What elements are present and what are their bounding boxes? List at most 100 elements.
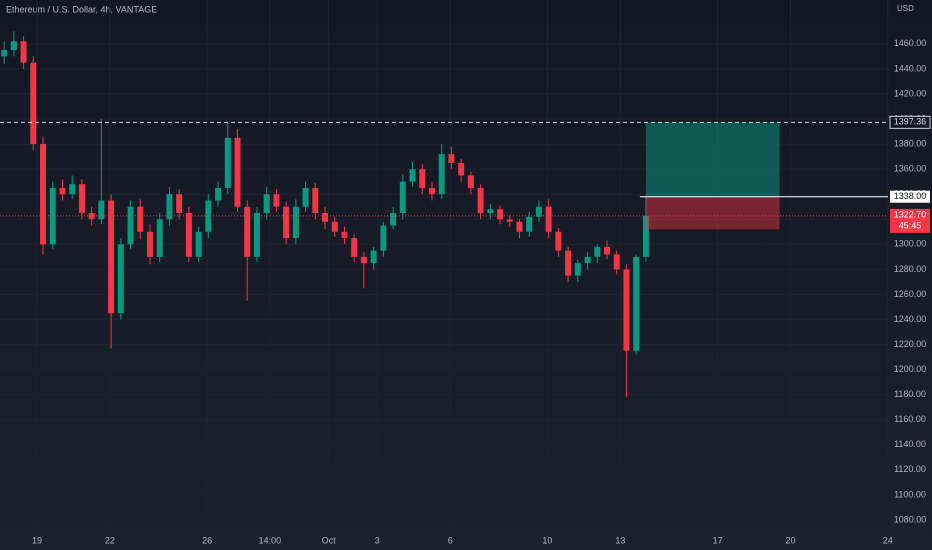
target-price-label: 1397.36 [894, 117, 927, 127]
candle-body [584, 256, 591, 264]
x-tick-label: 3 [375, 535, 380, 545]
candle-body [545, 206, 552, 232]
candle-body [360, 256, 367, 264]
candle-body [176, 194, 183, 214]
candle-body [613, 254, 620, 270]
candle-body [283, 206, 290, 239]
candle-body [642, 215, 649, 257]
candle-body [78, 184, 85, 214]
target-price-box [889, 115, 931, 129]
candle-body [409, 169, 416, 182]
candle-body [108, 200, 115, 314]
candle-body [506, 219, 513, 222]
candle-body [399, 181, 406, 214]
y-tick-label: 1140.00 [894, 439, 926, 449]
candle-body [603, 246, 610, 255]
y-tick-label: 1360.00 [894, 164, 927, 174]
candle-body [526, 216, 533, 232]
y-tick-label: 1100.00 [894, 489, 926, 499]
chart-title: Ethereum / U.S. Dollar, 4h, VANTAGE [6, 4, 157, 14]
x-tick-label: 19 [32, 535, 42, 545]
candle-body [458, 162, 465, 176]
candle-body [516, 221, 523, 232]
candle-body [49, 187, 56, 245]
candle-body [633, 256, 640, 351]
candle-body [574, 263, 581, 276]
candle-body [438, 154, 445, 195]
x-tick-label: 17 [713, 535, 723, 545]
x-tick-label: 14:00 [259, 535, 282, 545]
y-tick-label: 1080.00 [894, 514, 927, 524]
candle-body [565, 250, 572, 276]
candle-body [205, 200, 212, 232]
candle-body [370, 250, 377, 264]
stop-zone [645, 196, 780, 230]
candle-body [30, 62, 37, 145]
candle-body [312, 187, 319, 214]
y-tick-label: 1280.00 [894, 264, 927, 274]
x-tick-label: Oct [322, 535, 337, 545]
y-tick-label: 1440.00 [894, 63, 927, 73]
candle-body [127, 206, 134, 245]
y-tick-label: 1220.00 [894, 339, 927, 349]
candle-body [341, 231, 348, 239]
x-tick-label: 24 [883, 535, 893, 545]
candle-body [40, 144, 47, 245]
candle-body [535, 206, 542, 217]
y-tick-label: 1200.00 [894, 364, 927, 374]
candle-body [467, 175, 474, 188]
candle-body [234, 137, 241, 207]
y-tick-label: 1460.00 [894, 38, 927, 48]
candle-body [497, 209, 504, 220]
entry-price-label: 1338.00 [894, 191, 927, 201]
candle-body [292, 206, 299, 239]
candle-body [59, 187, 66, 195]
candle-body [195, 231, 202, 257]
x-tick-label: 22 [105, 535, 115, 545]
candle-body [594, 246, 601, 257]
candle-body [390, 213, 397, 226]
x-tick-label: 13 [615, 535, 625, 545]
y-tick-label: 1160.00 [894, 414, 926, 424]
y-tick-label: 1180.00 [894, 389, 926, 399]
candle-body [20, 41, 27, 63]
candle-body [215, 187, 222, 201]
candle-body [244, 206, 251, 257]
y-tick-label: 1260.00 [894, 289, 927, 299]
target-zone [645, 122, 780, 197]
last-price-box [890, 208, 930, 233]
candle-body [185, 213, 192, 257]
last-price-label: 1322.70 [894, 209, 927, 219]
candle-body [448, 154, 455, 163]
x-tick-label: 6 [448, 535, 453, 545]
candle-body [623, 269, 630, 351]
candle-body [137, 206, 144, 232]
candle-body [166, 194, 173, 220]
candle-body [88, 213, 95, 220]
x-tick-label: 10 [542, 535, 552, 545]
entry-price-box [890, 190, 930, 203]
candle-body [380, 225, 387, 251]
candle-body [1, 50, 8, 57]
countdown-label: 45:45 [899, 220, 922, 230]
x-tick-label: 20 [786, 535, 796, 545]
candle-body [156, 219, 163, 257]
candle-body [69, 184, 76, 195]
y-tick-label: 1300.00 [894, 239, 927, 249]
y-tick-label: 1120.00 [894, 464, 926, 474]
candle-body [253, 213, 260, 257]
candle-body [477, 187, 484, 214]
candle-body [351, 238, 358, 257]
candle-body [487, 209, 494, 214]
y-tick-label: 1420.00 [894, 88, 927, 98]
candle-body [224, 137, 231, 188]
candle-body [146, 231, 153, 257]
candle-body [117, 244, 124, 314]
y-tick-label: 1380.00 [894, 138, 927, 148]
candle-body [10, 41, 17, 51]
candle-body [263, 194, 270, 214]
candle-body [98, 200, 105, 220]
candle-body [555, 231, 562, 251]
